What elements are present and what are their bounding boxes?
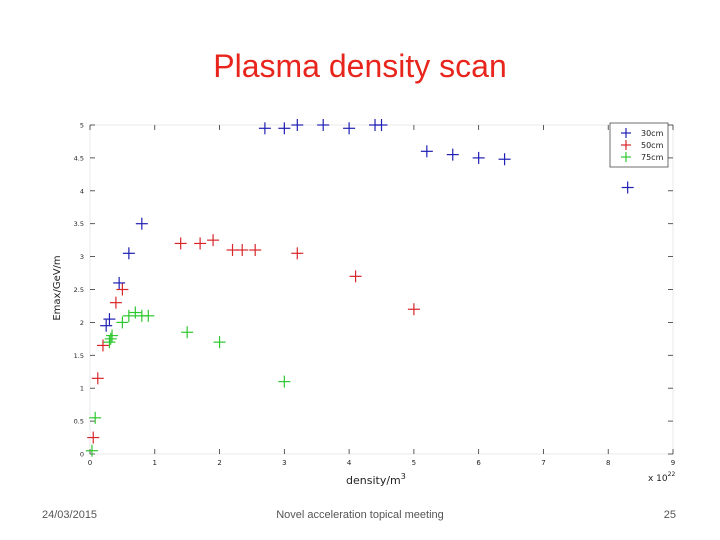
data-point-50cm [349, 270, 362, 283]
legend-label-75cm: 75cm [641, 153, 664, 162]
y-tick-label: 3.5 [74, 220, 84, 228]
y-tick-label: 5 [80, 122, 84, 130]
data-point-30cm [343, 122, 356, 135]
data-point-75cm [122, 309, 135, 322]
data-point-50cm [407, 303, 420, 316]
data-point-30cm [291, 119, 304, 131]
x-tick-label: 6 [476, 459, 481, 467]
data-point-50cm [236, 244, 249, 257]
y-tick-label: 4 [80, 187, 84, 195]
data-point-75cm [106, 329, 119, 342]
y-tick-label: 1 [80, 385, 84, 393]
y-tick-label: 0 [80, 451, 84, 459]
data-point-50cm [194, 237, 207, 250]
data-point-50cm [207, 234, 220, 247]
data-point-30cm [100, 319, 113, 332]
data-point-30cm [103, 313, 116, 326]
data-point-30cm [446, 148, 459, 161]
x-multiplier-label: x 1022 [648, 471, 675, 484]
data-point-50cm [91, 372, 104, 385]
x-axis-label: density/m3 [346, 472, 406, 487]
y-tick-label: 2 [80, 319, 84, 327]
x-tick-label: 0 [88, 459, 92, 467]
legend-box [609, 122, 669, 168]
x-tick-label: 9 [671, 459, 675, 467]
data-point-30cm [135, 217, 148, 230]
data-point-30cm [375, 119, 388, 131]
data-point-30cm [621, 181, 634, 194]
data-point-50cm [109, 296, 122, 309]
x-axis-label-superscript: 3 [401, 472, 406, 481]
y-tick-label: 0.5 [74, 418, 84, 426]
data-point-75cm [104, 332, 117, 345]
data-point-50cm [174, 237, 187, 250]
data-point-50cm [87, 431, 100, 444]
data-point-30cm [317, 119, 330, 131]
data-point-50cm [291, 247, 304, 260]
data-point-50cm [116, 283, 129, 296]
footer-meeting-name: Novel acceleration topical meeting [276, 509, 444, 521]
data-point-30cm [122, 247, 135, 260]
data-point-75cm [213, 336, 226, 349]
data-point-75cm [89, 411, 102, 424]
data-point-75cm [278, 375, 291, 388]
x-tick-label: 5 [412, 459, 416, 467]
x-tick-label: 4 [347, 459, 352, 467]
data-point-75cm [85, 444, 98, 457]
legend-label-30cm: 30cm [641, 129, 664, 138]
x-tick-label: 7 [541, 459, 545, 467]
data-point-30cm [498, 153, 511, 166]
y-axis-label: Emax/GeV/m [52, 255, 63, 320]
x-tick-label: 2 [217, 459, 221, 467]
data-point-75cm [129, 306, 142, 319]
footer-date: 24/03/2015 [42, 509, 98, 521]
data-point-75cm [103, 336, 116, 349]
y-tick-label: 4.5 [74, 154, 84, 162]
data-point-30cm [113, 276, 126, 289]
y-tick-label: 1.5 [74, 352, 84, 360]
data-point-50cm [96, 339, 109, 352]
x-tick-label: 1 [153, 459, 157, 467]
data-point-75cm [181, 326, 194, 339]
y-tick-label: 3 [80, 253, 84, 261]
x-tick-label: 3 [282, 459, 286, 467]
data-point-30cm [472, 151, 485, 164]
x-multiplier-exponent: 22 [668, 471, 676, 478]
y-tick-label: 2.5 [74, 286, 84, 294]
data-point-30cm [258, 122, 271, 135]
legend-label-50cm: 50cm [641, 141, 664, 150]
data-point-30cm [278, 122, 291, 135]
data-point-75cm [116, 316, 129, 329]
plot-frame [89, 124, 674, 455]
page-number: 25 [663, 509, 676, 521]
data-point-75cm [142, 309, 155, 322]
slide-title: Plasma density scan [213, 48, 507, 84]
data-point-30cm [420, 145, 433, 158]
data-point-50cm [249, 244, 262, 257]
x-tick-label: 8 [606, 459, 610, 467]
